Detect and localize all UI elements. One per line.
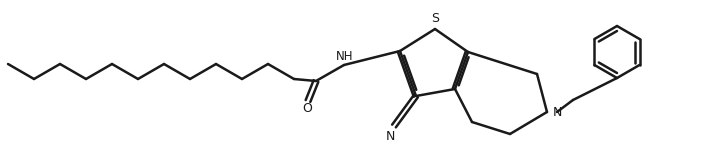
Text: S: S (431, 12, 439, 25)
Text: N: N (552, 105, 562, 119)
Text: N: N (385, 130, 395, 143)
Text: O: O (302, 102, 312, 115)
Text: NH: NH (336, 50, 354, 62)
